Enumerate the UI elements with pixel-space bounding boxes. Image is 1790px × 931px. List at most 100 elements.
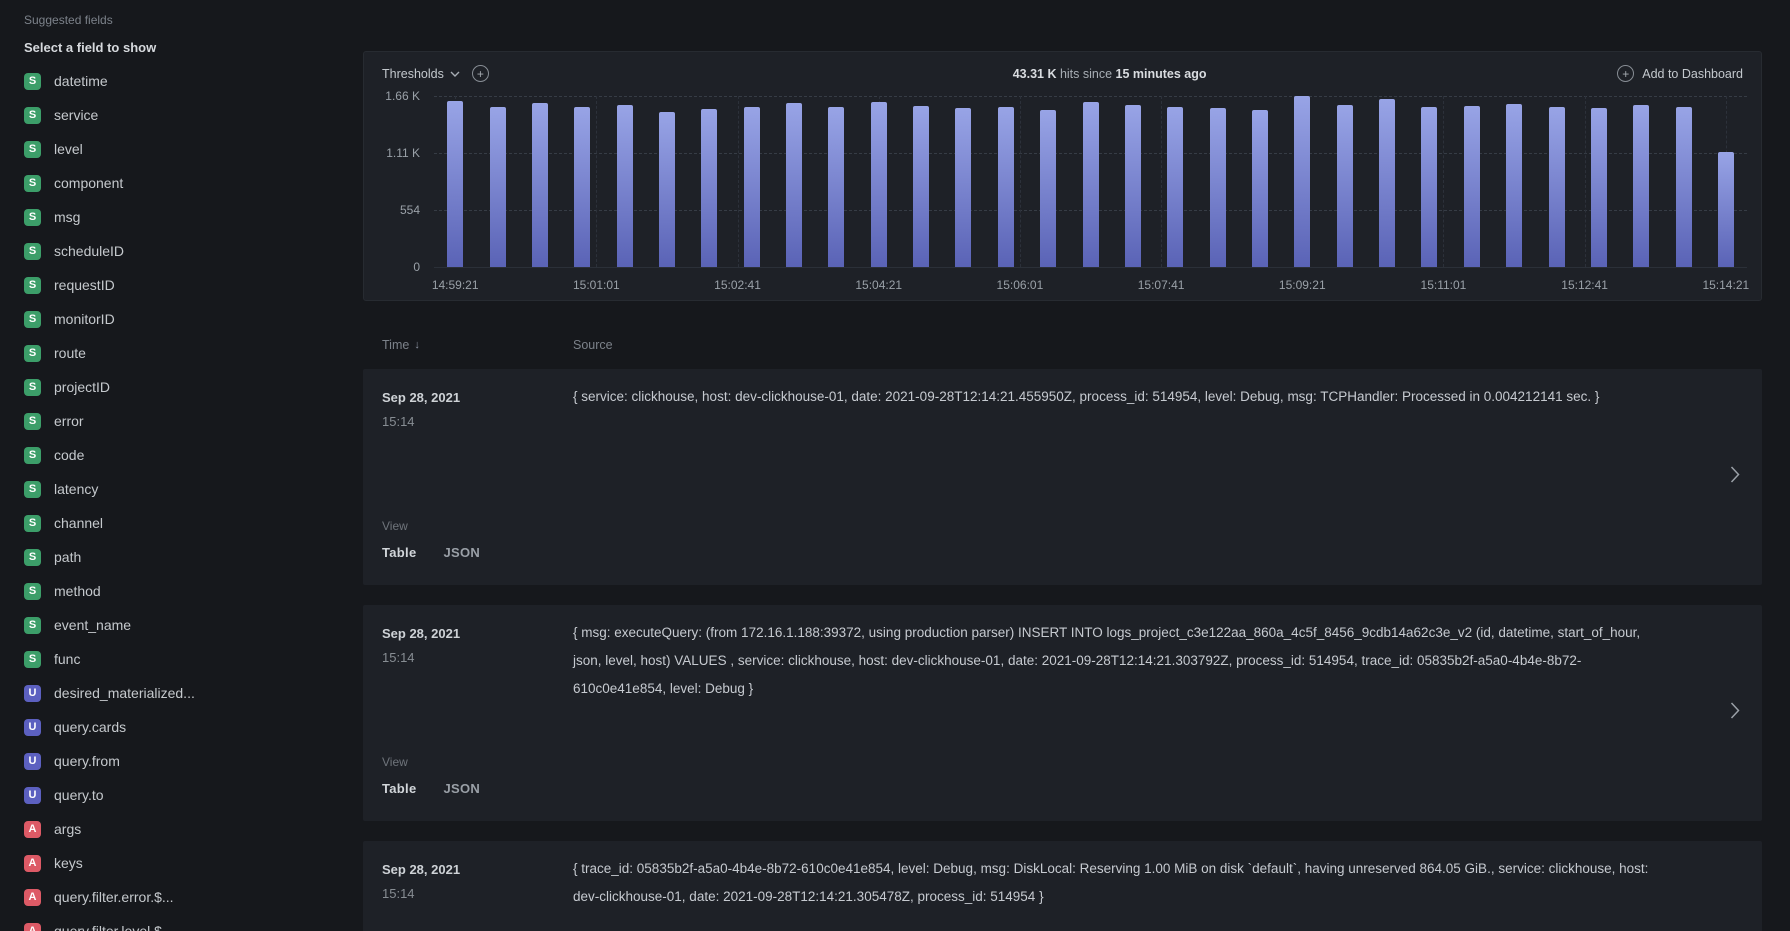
tab-json[interactable]: JSON (443, 545, 481, 560)
fields-sidebar: Suggested fields Select a field to show … (0, 0, 363, 931)
chart-bar[interactable] (1379, 98, 1396, 267)
chart-bar[interactable] (616, 104, 633, 267)
field-type-badge: S (24, 378, 41, 396)
field-label: service (54, 107, 99, 123)
chart-bar[interactable] (447, 101, 464, 267)
chart-bar[interactable] (1421, 106, 1438, 267)
hits-count: 43.31 K (1012, 66, 1057, 81)
chart-bar[interactable] (1167, 106, 1184, 267)
chart-bar[interactable] (1252, 110, 1268, 267)
log-time: 15:14 (382, 414, 415, 429)
bar-slot (1069, 96, 1111, 267)
add-threshold-button[interactable]: + (471, 65, 489, 82)
field-label: datetime (54, 73, 108, 89)
field-type-badge: A (24, 922, 41, 931)
log-row[interactable]: Sep 28, 2021 15:14 { msg: executeQuery: (f… (363, 605, 1762, 821)
chart-bar[interactable] (1336, 104, 1353, 267)
tab-table[interactable]: Table (382, 781, 417, 796)
chart-bar[interactable] (997, 106, 1014, 267)
chart-bar[interactable] (1506, 104, 1523, 267)
field-type-badge: S (24, 242, 41, 260)
chart-bar[interactable] (658, 112, 675, 267)
chart-bar[interactable] (1463, 105, 1480, 267)
chart-bar[interactable] (955, 107, 972, 267)
field-type-badge: S (24, 548, 41, 566)
chart-bar[interactable] (1124, 105, 1141, 267)
field-label: latency (54, 481, 99, 497)
y-axis-label: 0 (413, 260, 420, 274)
chart-bar[interactable] (1294, 96, 1311, 267)
chart-bar[interactable] (1209, 108, 1226, 267)
v-gridline (1584, 96, 1586, 267)
bar-slot (646, 96, 688, 267)
chevron-right-icon[interactable] (1730, 702, 1740, 725)
y-axis-label: 1.11 K (386, 145, 420, 160)
chart-bar[interactable] (870, 101, 887, 267)
chart-bar[interactable] (743, 107, 760, 267)
x-axis-label: 15:06:01 (996, 278, 1044, 292)
chart-bar[interactable] (786, 103, 803, 267)
field-label: monitorID (54, 311, 115, 327)
y-axis-label: 554 (399, 202, 420, 217)
chart-body: 1.66 K 1.11 K 554 0 14:59:21 15:01:01 15:02:4… (364, 89, 1750, 298)
time-column-header[interactable]: Time ↓ (363, 338, 573, 352)
chart-bar[interactable] (828, 106, 845, 267)
chart-bar[interactable] (701, 108, 718, 267)
chart-bar[interactable] (1675, 106, 1692, 267)
chart-bar[interactable] (1717, 152, 1734, 267)
chart-bar[interactable] (489, 106, 506, 267)
chart-bar[interactable] (574, 107, 591, 267)
chart-header: Thresholds + 43.31 K hits since 15 minut… (364, 52, 1761, 82)
hits-summary: 43.31 K hits since 15 minutes ago (602, 67, 1617, 81)
log-row[interactable]: Sep 28, 2021 15:14 { service: clickhouse, … (363, 369, 1762, 585)
field-type-badge: S (24, 276, 41, 294)
field-label: query.filter.error.$... (54, 889, 174, 905)
bar-slot (1578, 96, 1620, 267)
field-type-badge: S (24, 174, 41, 192)
add-to-dashboard-button[interactable]: + Add to Dashboard (1617, 65, 1743, 82)
x-axis-label: 15:14:21 (1702, 278, 1750, 292)
field-type-badge: S (24, 106, 41, 124)
x-axis-label: 15:12:41 (1561, 278, 1608, 292)
tab-json[interactable]: JSON (443, 781, 481, 796)
chart-bar[interactable] (1082, 102, 1099, 267)
chart-bar[interactable] (1590, 108, 1607, 267)
field-label: query.filter.level.$... (54, 923, 174, 931)
thresholds-dropdown[interactable]: Thresholds (382, 67, 460, 81)
chevron-right-icon[interactable] (1730, 466, 1740, 489)
tab-table[interactable]: Table (382, 545, 417, 560)
chart-bar[interactable] (531, 102, 548, 267)
x-axis-label: 15:11:01 (1420, 278, 1467, 292)
chart-bar[interactable] (1040, 109, 1057, 267)
log-row[interactable]: Sep 28, 2021 15:14 { trace_id: 05835b2f-a5… (363, 841, 1762, 931)
chart-bar[interactable] (1548, 107, 1565, 267)
chart-bar[interactable] (1633, 105, 1650, 267)
chart-bar[interactable] (913, 105, 930, 267)
